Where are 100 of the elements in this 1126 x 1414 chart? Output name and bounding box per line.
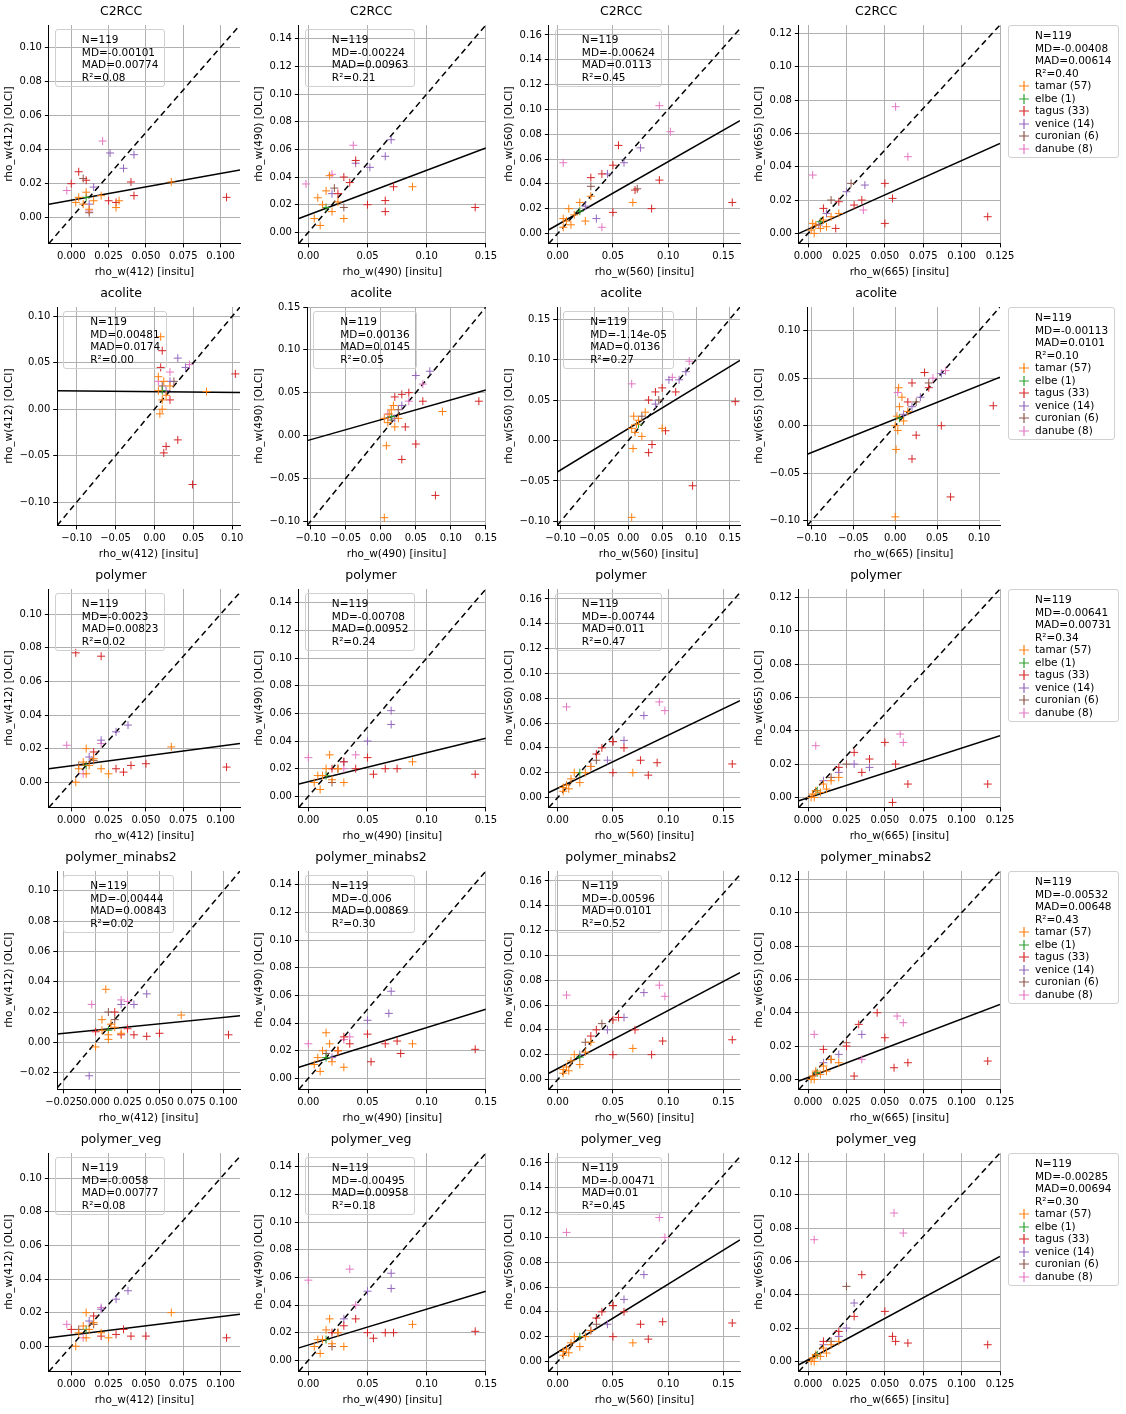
x-tick-label: 0.05 xyxy=(601,1095,625,1107)
chart-title: polymer xyxy=(850,566,903,582)
x-tick-label: 0.05 xyxy=(601,813,625,825)
y-tick-label: 0.02 xyxy=(519,766,542,778)
x-axis-title: rho_w(412) [insitu] xyxy=(94,265,195,279)
y-tick-label: 0.04 xyxy=(269,734,292,746)
y-tick-label: 0.12 xyxy=(269,624,292,636)
y-axis-title: rho_w(560) [OLCI] xyxy=(502,1214,516,1310)
y-tick-label: 0.10 xyxy=(269,933,292,945)
y-tick-label: 0.02 xyxy=(519,202,542,214)
y-tick-label: 0.02 xyxy=(769,1321,792,1333)
y-axis-title: rho_w(490) [OLCI] xyxy=(252,650,266,746)
y-tick-label: 0.10 xyxy=(519,948,542,960)
y-tick-label: 0.10 xyxy=(769,906,792,918)
chart-title: polymer xyxy=(595,566,648,582)
y-tick-label: 0.00 xyxy=(19,1339,42,1351)
y-tick-label: −0.10 xyxy=(269,514,301,526)
x-tick-label: 0.125 xyxy=(985,813,1015,825)
x-axis-title: rho_w(560) [insitu] xyxy=(594,1393,695,1407)
y-tick-label: 0.04 xyxy=(19,708,42,720)
y-tick-label: 0.06 xyxy=(19,1238,42,1250)
x-tick-label: 0.075 xyxy=(168,1377,198,1389)
y-tick-label: 0.04 xyxy=(519,741,542,753)
y-tick-label: 0.06 xyxy=(269,1271,292,1282)
chart-title: polymer_minabs2 xyxy=(820,848,932,864)
legend-label: tagus (33) xyxy=(1035,668,1090,680)
y-tick-label: 0.00 xyxy=(19,775,42,787)
y-tick-label: 0.10 xyxy=(269,87,292,99)
x-tick-label: 0.10 xyxy=(657,813,680,825)
x-tick-label: 0.05 xyxy=(926,531,949,543)
y-tick-label: 0.10 xyxy=(769,60,792,72)
x-tick-label: −0.10 xyxy=(545,531,576,543)
x-tick-label: 0.05 xyxy=(356,249,379,261)
annotation: N=119 MD=-0.00596 MAD=0.0101 R²=0.52 xyxy=(581,879,656,929)
chart-title: polymer_minabs2 xyxy=(565,848,677,864)
x-tick-label: 0.10 xyxy=(657,1095,680,1107)
legend-label: venice (14) xyxy=(1035,398,1095,411)
x-tick-label: −0.025 xyxy=(45,1095,83,1107)
x-axis-title: rho_w(412) [insitu] xyxy=(98,1111,199,1125)
x-tick-label: −0.05 xyxy=(838,531,869,543)
legend-label: danube (8) xyxy=(1035,1269,1093,1282)
y-tick-label: 0.00 xyxy=(269,1071,292,1083)
x-tick-label: 0.15 xyxy=(474,531,497,543)
x-tick-label: 0.15 xyxy=(474,249,497,261)
x-tick-label: 0.050 xyxy=(131,1377,161,1389)
x-tick-label: 0.00 xyxy=(546,813,569,825)
x-tick-label: 0.100 xyxy=(206,813,235,825)
y-axis-title: rho_w(412) [OLCI] xyxy=(2,932,16,1028)
stats-box: N=119 MD=-0.00596 MAD=0.0101 R²=0.52 xyxy=(554,875,662,933)
legend-label: tamar (57) xyxy=(1035,925,1092,937)
y-tick-label: 0.00 xyxy=(27,402,51,414)
annotation: N=119 MD=-0.00624 MAD=0.0113 R²=0.45 xyxy=(581,33,656,83)
y-tick-label: 0.16 xyxy=(519,874,542,886)
y-tick-label: 0.08 xyxy=(19,1205,42,1217)
stats-box: N=119 MD=-0.00471 MAD=0.01 R²=0.45 xyxy=(554,1157,662,1215)
x-tick-label: 0.000 xyxy=(793,1377,823,1389)
stats-box: N=119 MD=-0.006 MAD=0.00869 R²=0.30 xyxy=(304,875,416,933)
annotation: N=119 MD=-0.00224 MAD=0.00963 R²=0.21 xyxy=(331,33,409,83)
y-tick-label: 0.00 xyxy=(269,1353,292,1365)
y-axis-title: rho_w(560) [OLCI] xyxy=(502,932,516,1028)
legend-label: danube (8) xyxy=(1035,423,1093,436)
y-tick-label: 0.02 xyxy=(19,742,42,754)
x-tick-label: 0.00 xyxy=(884,531,907,543)
y-tick-label: 0.06 xyxy=(769,690,792,702)
y-tick-label: 0.04 xyxy=(519,1305,542,1317)
annotation: N=119 MD=-0.00101 MAD=0.00774 R²=0.08 xyxy=(81,33,159,83)
y-tick-label: 0.06 xyxy=(269,989,292,1000)
y-tick-label: −0.10 xyxy=(19,495,51,507)
legend-label: tamar (57) xyxy=(1035,1207,1092,1219)
y-tick-label: 0.08 xyxy=(769,939,792,951)
y-tick-label: 0.08 xyxy=(519,127,542,139)
x-tick-label: −0.05 xyxy=(330,531,362,543)
y-tick-label: 0.02 xyxy=(27,1005,51,1017)
y-tick-label: 0.06 xyxy=(19,109,42,121)
y-tick-label: 0.00 xyxy=(519,791,542,803)
x-tick-label: 0.100 xyxy=(947,1377,976,1389)
x-tick-label: 0.100 xyxy=(947,1095,976,1107)
stats-box: N=119 MD=-0.00224 MAD=0.00963 R²=0.21 xyxy=(304,29,416,87)
y-tick-label: 0.08 xyxy=(519,1255,542,1267)
x-tick-label: 0.00 xyxy=(297,813,320,825)
y-tick-label: 0.08 xyxy=(27,914,51,926)
x-tick-label: 0.15 xyxy=(712,249,735,261)
chart-title: C2RCC xyxy=(599,2,643,18)
y-axis-title: rho_w(560) [OLCI] xyxy=(502,368,516,464)
annotation: N=119 MD=-1.14e-05 MAD=0.0136 R²=0.27 xyxy=(590,315,667,365)
y-tick-label: 0.10 xyxy=(769,1188,792,1200)
x-tick-label: 0.050 xyxy=(145,1095,174,1107)
y-tick-label: 0.14 xyxy=(269,596,292,608)
y-tick-label: 0.14 xyxy=(519,53,542,65)
stats-box: N=119 MD=-0.00101 MAD=0.00774 R²=0.08 xyxy=(54,29,166,87)
chart-title: polymer_minabs2 xyxy=(315,848,427,864)
x-tick-label: 0.050 xyxy=(131,249,161,261)
x-tick-label: 0.100 xyxy=(947,249,976,261)
chart-title: polymer_veg xyxy=(580,1130,662,1146)
x-tick-label: 0.075 xyxy=(168,813,198,825)
y-axis-title: rho_w(665) [OLCI] xyxy=(752,86,766,182)
x-tick-label: 0.00 xyxy=(369,531,392,543)
legend-label: tagus (33) xyxy=(1035,386,1090,398)
x-tick-label: 0.075 xyxy=(177,1095,206,1107)
legend-label: venice (14) xyxy=(1035,680,1095,693)
